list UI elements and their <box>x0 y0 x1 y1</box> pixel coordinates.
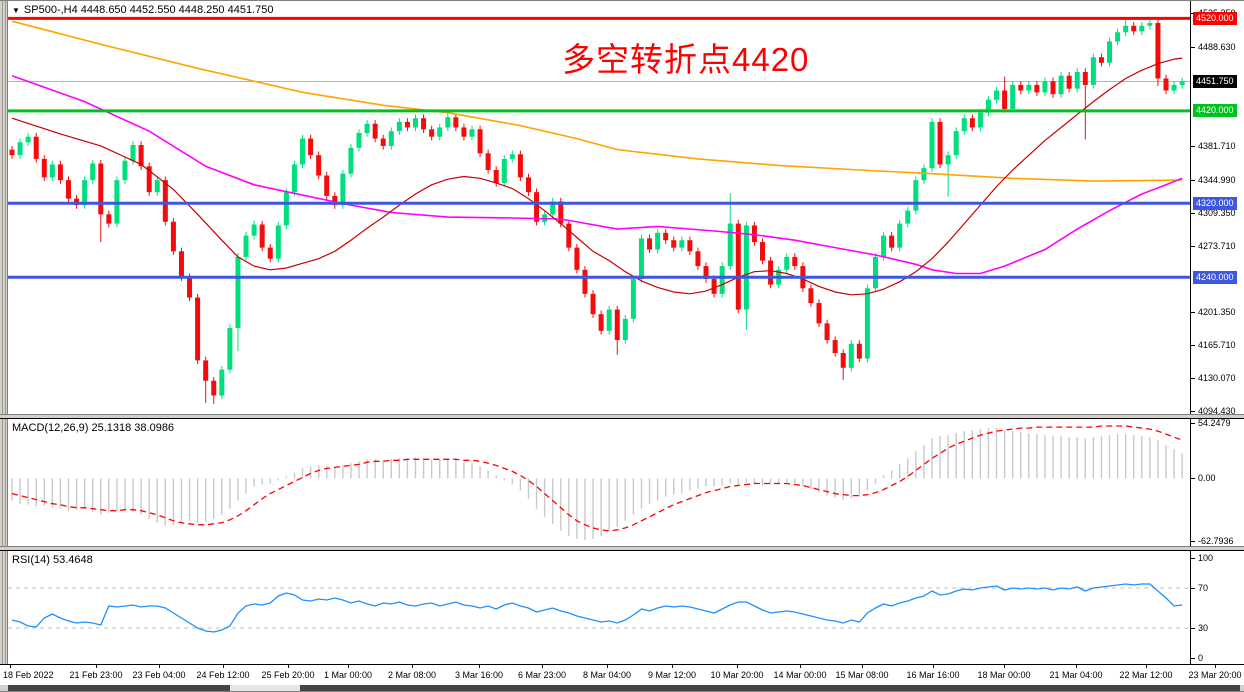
price-tick-4381.710: 4381.710 <box>1198 140 1236 151</box>
time-label: 9 Mar 12:00 <box>647 670 697 680</box>
chart-canvas[interactable] <box>0 1 1190 664</box>
price-label-4451.750: 4451.750 <box>1193 74 1237 88</box>
macd-tick-54.2479: 54.2479 <box>1198 418 1231 429</box>
candles <box>9 19 1185 404</box>
time-label: 15 Mar 08:00 <box>835 670 889 680</box>
rsi-tick-100: 100 <box>1198 552 1214 563</box>
price-tick-4488.630: 4488.630 <box>1198 41 1236 52</box>
time-label: 14 Mar 00:00 <box>773 670 827 680</box>
price-axis[interactable]: 4525.3504488.6304381.7104344.9904309.350… <box>1190 1 1244 664</box>
time-axis[interactable]: 18 Feb 2022 21 Feb 23:00 23 Feb 04:00 24 Fe… <box>0 664 1244 685</box>
price-tick-4273.710: 4273.710 <box>1198 240 1236 251</box>
medium-ma <box>11 74 1183 275</box>
fast-ma <box>11 57 1183 296</box>
time-label: 18 Mar 00:00 <box>977 670 1031 680</box>
price-tick-4344.990: 4344.990 <box>1198 174 1236 185</box>
dropdown-arrow-icon[interactable]: ▼ <box>12 6 20 15</box>
rsi-indicator-label: RSI(14) 53.4648 <box>12 554 93 566</box>
macd-tick--62.7936: -62.7936 <box>1198 536 1234 547</box>
price-tick-4201.350: 4201.350 <box>1198 307 1236 318</box>
time-label: 24 Feb 12:00 <box>196 670 250 680</box>
time-label: 21 Mar 04:00 <box>1049 670 1103 680</box>
macd-tick-0.00: 0.00 <box>1198 472 1216 483</box>
window-left-border <box>0 1 8 692</box>
main-pane <box>8 16 1190 404</box>
scrollbar-thumb[interactable] <box>8 685 230 691</box>
price-label-4320.000: 4320.000 <box>1193 196 1237 210</box>
price-tick-4130.070: 4130.070 <box>1198 373 1236 384</box>
macd-indicator-label: MACD(12,26,9) 25.1318 38.0986 <box>12 422 175 434</box>
rsi-tick-0: 0 <box>1198 652 1204 663</box>
time-label: 23 Mar 20:00 <box>1188 670 1242 680</box>
rsi-pane <box>8 583 1190 633</box>
rsi-tick-30: 30 <box>1198 622 1209 633</box>
price-tick-4165.710: 4165.710 <box>1198 340 1236 351</box>
time-label: 22 Mar 12:00 <box>1119 670 1173 680</box>
time-label: 23 Feb 04:00 <box>132 670 186 680</box>
time-label: 10 Mar 20:00 <box>710 670 764 680</box>
horizontal-scrollbar[interactable] <box>0 685 1244 692</box>
price-tick-4309.350: 4309.350 <box>1198 207 1236 218</box>
time-label: 18 Feb 2022 <box>3 670 54 680</box>
annotation-text: 多空转折点4420 <box>562 41 810 78</box>
time-label: 21 Feb 23:00 <box>69 670 123 680</box>
rsi-line <box>11 583 1183 633</box>
scrollbar-track[interactable] <box>230 685 300 691</box>
time-label: 2 Mar 08:00 <box>387 670 437 680</box>
price-label-4240.000: 4240.000 <box>1193 270 1237 284</box>
macd-signal-line <box>11 425 1183 532</box>
time-label: 3 Mar 16:00 <box>454 670 504 680</box>
pane-separator-macd[interactable] <box>0 414 1244 419</box>
symbol-ohlc-text: SP500-,H4 4448.650 4452.550 4448.250 445… <box>23 4 274 16</box>
pane-separator-rsi[interactable] <box>0 546 1244 551</box>
price-tick-4094.430: 4094.430 <box>1198 406 1236 417</box>
time-label: 8 Mar 04:00 <box>582 670 632 680</box>
time-label: 6 Mar 23:00 <box>517 670 567 680</box>
macd-histogram <box>11 428 1183 540</box>
price-label-4520.000: 4520.000 <box>1193 11 1237 25</box>
macd-pane <box>11 425 1183 540</box>
scrollbar-thumb[interactable] <box>300 685 1240 691</box>
time-label: 16 Mar 16:00 <box>906 670 960 680</box>
price-label-4420.000: 4420.000 <box>1193 104 1237 118</box>
symbol-ohlc-title: ▼ SP500-,H4 4448.650 4452.550 4448.250 44… <box>12 4 273 16</box>
rsi-tick-70: 70 <box>1198 582 1209 593</box>
time-label: 25 Feb 20:00 <box>261 670 315 680</box>
time-label: 1 Mar 00:00 <box>323 670 373 680</box>
slow-ma <box>11 20 1183 182</box>
